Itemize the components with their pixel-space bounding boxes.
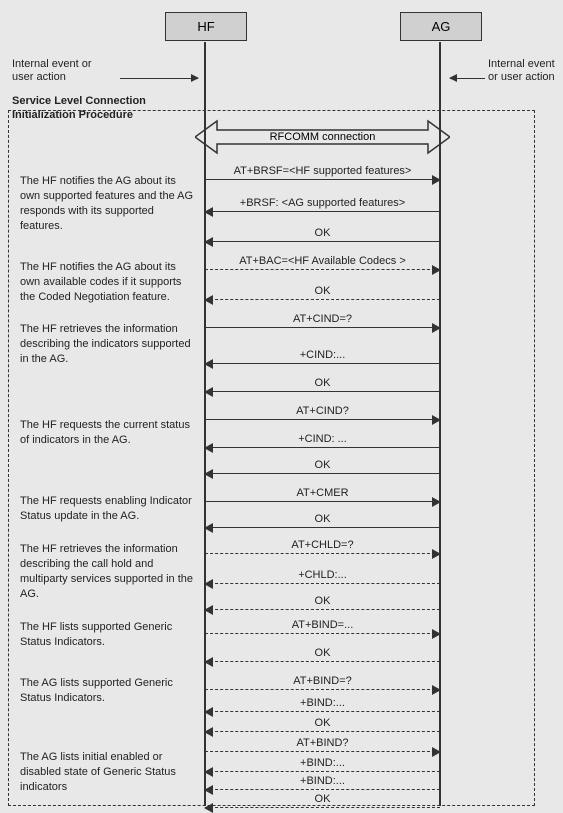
message-line [205,447,440,448]
message-line [205,501,440,502]
description: The AG lists initial enabled or disabled… [20,750,195,795]
external-event-right-label: Internal event or user action [488,58,555,84]
message-label: AT+CMER [205,487,440,499]
description: The HF retrieves the information describ… [20,322,195,367]
message-arrow: AT+BRSF=<HF supported features> [205,168,440,182]
message-arrow: +BIND:... [205,778,440,792]
message-arrow: OK [205,288,440,302]
message-line [205,751,440,752]
message-arrow: +CHLD:... [205,572,440,586]
message-arrow: AT+CHLD=? [205,542,440,556]
message-arrow: OK [205,598,440,612]
message-line [205,327,440,328]
message-arrow: OK [205,380,440,394]
message-line [205,609,440,610]
message-label: +CHLD:... [205,569,440,581]
actor-hf-label: HF [197,19,214,34]
actor-hf: HF [165,12,247,41]
message-label: +BIND:... [205,697,440,709]
external-event-right-arrow [450,78,485,79]
description: The HF requests enabling Indicator Statu… [20,494,195,524]
message-arrow: +BIND:... [205,760,440,774]
message-arrow: +CIND: ... [205,436,440,450]
message-line [205,419,440,420]
message-label: +CIND:... [205,349,440,361]
external-event-left-arrow [120,78,198,79]
message-label: AT+CIND=? [205,313,440,325]
actor-ag: AG [400,12,482,41]
message-label: OK [205,377,440,389]
message-arrow: AT+BIND=? [205,678,440,692]
message-label: AT+BIND=? [205,675,440,687]
message-line [205,771,440,772]
description: The HF notifies the AG about its own ava… [20,260,195,305]
message-line [205,661,440,662]
description: The HF requests the current status of in… [20,418,195,448]
message-label: OK [205,459,440,471]
message-arrow: AT+BIND=... [205,622,440,636]
message-arrow: AT+CIND? [205,408,440,422]
message-line [205,711,440,712]
message-line [205,391,440,392]
message-arrow: +CIND:... [205,352,440,366]
message-line [205,807,440,808]
message-line [205,731,440,732]
message-label: OK [205,227,440,239]
message-arrow: OK [205,720,440,734]
message-arrow: AT+BIND? [205,740,440,754]
message-line [205,269,440,270]
description: The HF notifies the AG about its own sup… [20,174,195,233]
description: The HF lists supported Generic Status In… [20,620,195,650]
message-label: +BRSF: <AG supported features> [205,197,440,209]
message-line [205,211,440,212]
message-line [205,473,440,474]
message-label: +BIND:... [205,775,440,787]
message-arrow: OK [205,462,440,476]
message-label: AT+CIND? [205,405,440,417]
message-label: +CIND: ... [205,433,440,445]
message-label: AT+BRSF=<HF supported features> [205,165,440,177]
message-label: AT+BAC=<HF Available Codecs > [205,255,440,267]
message-line [205,583,440,584]
message-label: AT+BIND=... [205,619,440,631]
message-label: OK [205,647,440,659]
rfcomm-arrow: RFCOMM connection [195,118,450,156]
message-line [205,789,440,790]
message-arrow: AT+CIND=? [205,316,440,330]
message-line [205,179,440,180]
message-arrow: OK [205,650,440,664]
message-line [205,633,440,634]
message-arrow: OK [205,230,440,244]
message-arrow: AT+BAC=<HF Available Codecs > [205,258,440,272]
message-label: AT+CHLD=? [205,539,440,551]
message-arrow: OK [205,796,440,810]
sequence-diagram: HF AG Internal event or user action Inte… [0,0,563,806]
message-arrow: +BRSF: <AG supported features> [205,200,440,214]
actor-ag-label: AG [432,19,451,34]
external-event-left-label: Internal event or user action [12,58,92,84]
message-line [205,299,440,300]
message-label: OK [205,793,440,805]
rfcomm-label: RFCOMM connection [195,131,450,143]
message-arrow: AT+CMER [205,490,440,504]
description: The AG lists supported Generic Status In… [20,676,195,706]
message-line [205,527,440,528]
message-arrow: +BIND:... [205,700,440,714]
message-line [205,241,440,242]
message-label: OK [205,285,440,297]
message-arrow: OK [205,516,440,530]
message-label: AT+BIND? [205,737,440,749]
message-label: OK [205,595,440,607]
message-line [205,363,440,364]
message-line [205,689,440,690]
message-line [205,553,440,554]
description: The HF retrieves the information describ… [20,542,195,601]
message-label: +BIND:... [205,757,440,769]
message-label: OK [205,717,440,729]
message-label: OK [205,513,440,525]
